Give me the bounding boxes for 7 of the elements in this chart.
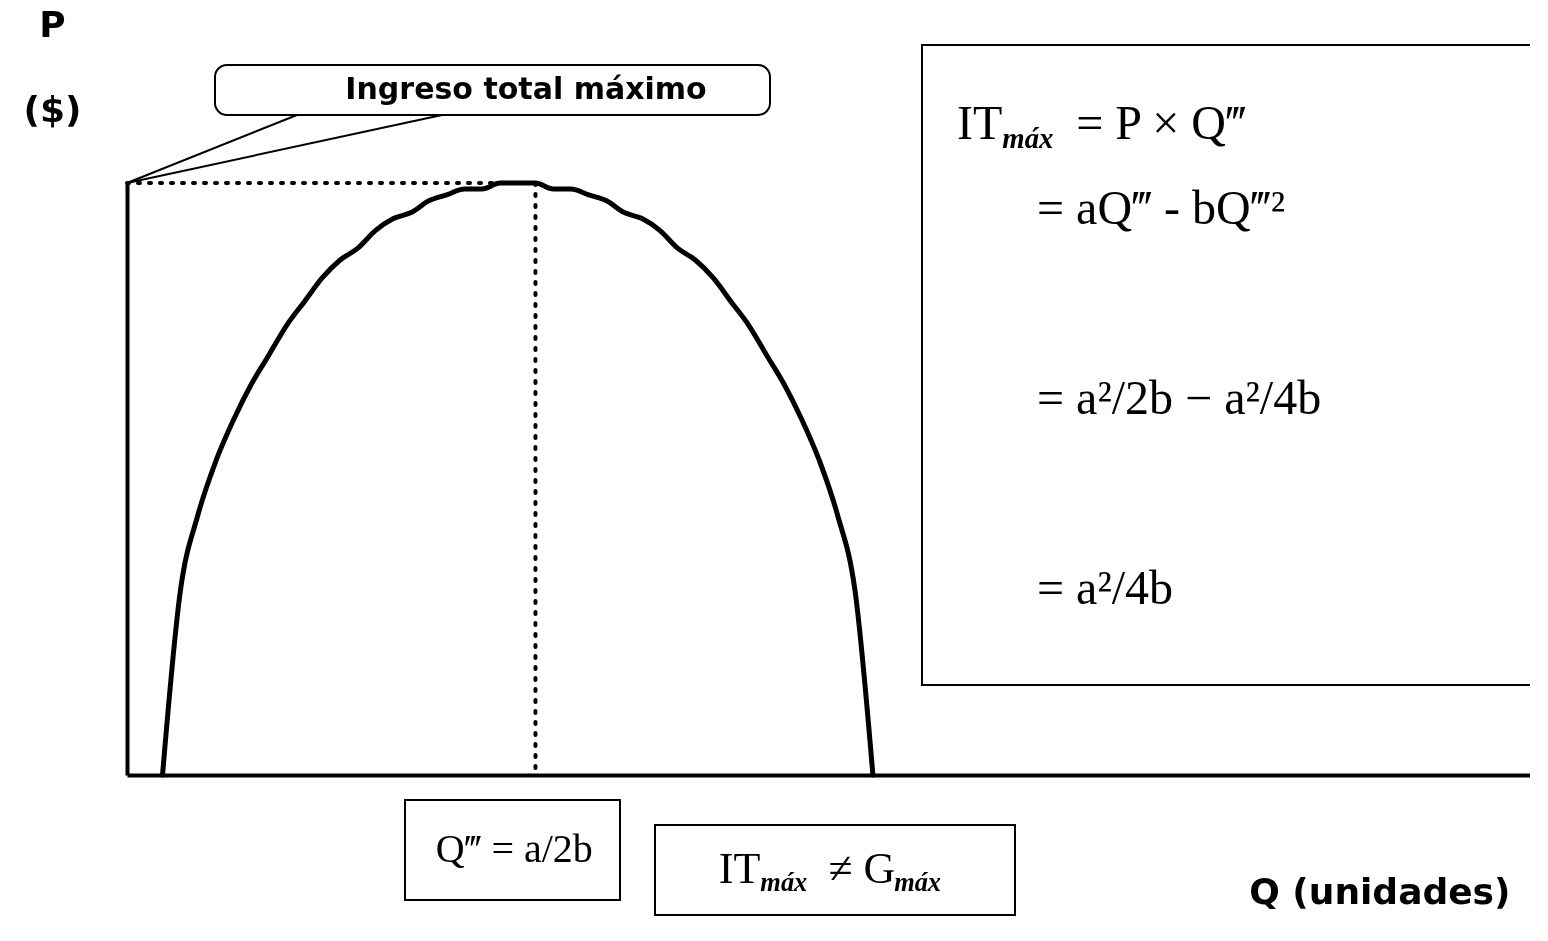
text: Ingreso total máximo bbox=[345, 71, 707, 106]
annotation: = a²/2b − a²/4b bbox=[1037, 371, 1322, 424]
text: P ($) bbox=[23, 3, 82, 130]
x-axis-title: Q (unidades) bbox=[1249, 870, 1511, 912]
annotation: = aQ‴ - bQ‴² bbox=[1037, 181, 1286, 234]
text: Q‴ = a/2b bbox=[435, 826, 593, 871]
annotation: = a²/4b bbox=[1037, 561, 1174, 614]
